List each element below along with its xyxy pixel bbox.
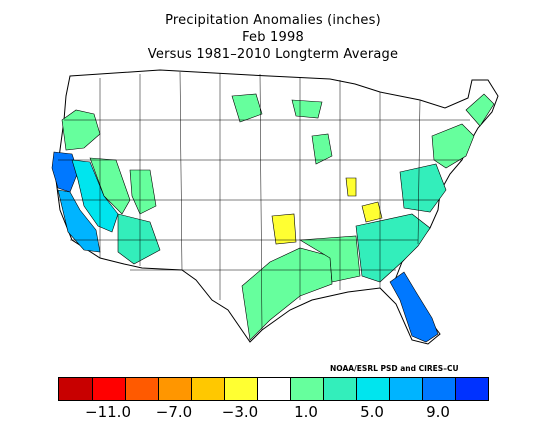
region-kentucky	[361, 201, 383, 223]
legend-swatch	[257, 378, 290, 400]
legend-swatch	[191, 378, 224, 400]
legend-swatch	[455, 378, 488, 400]
region-upper-midwest	[311, 133, 333, 165]
legend-tick-label: 5.0	[360, 403, 384, 421]
region-utah	[129, 169, 157, 215]
region-central-california	[57, 189, 101, 253]
legend-swatch	[125, 378, 158, 400]
legend-tick-label: −11.0	[85, 403, 131, 421]
region-texas	[241, 247, 333, 341]
legend-tick-label: −7.0	[155, 403, 193, 421]
legend-tick-label: 1.0	[294, 403, 318, 421]
legend-swatch	[422, 378, 455, 400]
legend-swatch	[290, 378, 323, 400]
region-montana-north	[231, 93, 263, 123]
region-arizona	[117, 213, 161, 265]
region-minnesota	[291, 99, 323, 119]
region-indiana	[345, 177, 357, 197]
legend-swatch	[323, 378, 356, 400]
legend-swatch	[389, 378, 422, 400]
title-block: Precipitation Anomalies (inches) Feb 199…	[0, 12, 546, 63]
legend-swatch	[92, 378, 125, 400]
region-southeast	[355, 213, 431, 283]
data-credit: NOAA/ESRL PSD and CIRES–CU	[330, 364, 459, 373]
region-florida	[389, 271, 439, 343]
legend-swatch	[224, 378, 257, 400]
map-date: Feb 1998	[242, 30, 304, 45]
legend-swatch	[356, 378, 389, 400]
region-kansas-oklahoma	[271, 213, 297, 245]
region-gulf-coast	[299, 235, 361, 283]
legend-tick-label: −3.0	[221, 403, 259, 421]
map-title: Precipitation Anomalies (inches)	[165, 13, 381, 28]
legend-swatch	[59, 378, 92, 400]
map-subtitle: Versus 1981–2010 Longterm Average	[147, 47, 399, 62]
division-lines	[58, 71, 470, 331]
color-legend	[58, 377, 489, 401]
region-california-interior	[71, 159, 119, 233]
legend-swatch	[158, 378, 191, 400]
region-maine-coast	[465, 93, 495, 127]
legend-tick-label: 9.0	[426, 403, 450, 421]
